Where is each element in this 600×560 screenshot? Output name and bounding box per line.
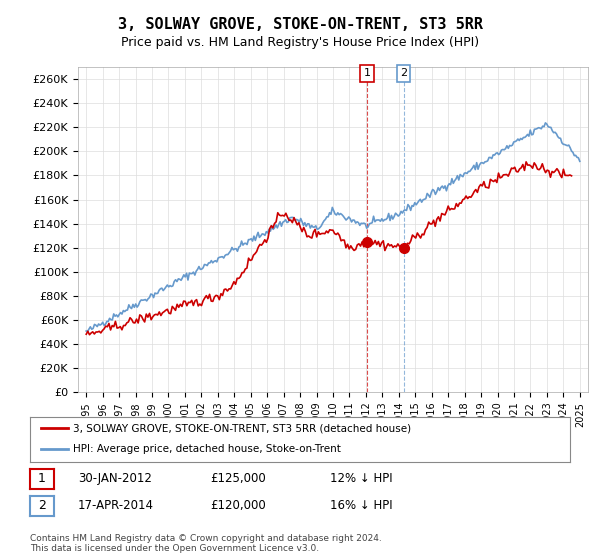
Text: 12% ↓ HPI: 12% ↓ HPI xyxy=(330,472,392,486)
Text: 3, SOLWAY GROVE, STOKE-ON-TRENT, ST3 5RR (detached house): 3, SOLWAY GROVE, STOKE-ON-TRENT, ST3 5RR… xyxy=(73,423,412,433)
Text: 3, SOLWAY GROVE, STOKE-ON-TRENT, ST3 5RR: 3, SOLWAY GROVE, STOKE-ON-TRENT, ST3 5RR xyxy=(118,17,482,32)
Text: 2: 2 xyxy=(38,499,46,512)
Text: 30-JAN-2012: 30-JAN-2012 xyxy=(78,472,152,486)
Text: £120,000: £120,000 xyxy=(210,499,266,512)
Text: HPI: Average price, detached house, Stoke-on-Trent: HPI: Average price, detached house, Stok… xyxy=(73,445,341,455)
Text: 1: 1 xyxy=(38,472,46,486)
Text: Price paid vs. HM Land Registry's House Price Index (HPI): Price paid vs. HM Land Registry's House … xyxy=(121,36,479,49)
Text: £125,000: £125,000 xyxy=(210,472,266,486)
Text: 17-APR-2014: 17-APR-2014 xyxy=(78,499,154,512)
Text: 16% ↓ HPI: 16% ↓ HPI xyxy=(330,499,392,512)
Text: 1: 1 xyxy=(364,68,371,78)
Text: 2: 2 xyxy=(400,68,407,78)
Text: Contains HM Land Registry data © Crown copyright and database right 2024.
This d: Contains HM Land Registry data © Crown c… xyxy=(30,534,382,553)
